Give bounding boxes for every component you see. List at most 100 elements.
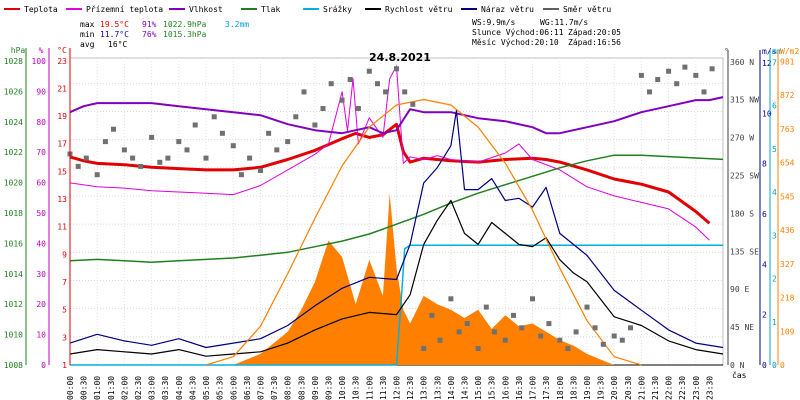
stat-min-label: min (80, 30, 95, 39)
direction-point (448, 296, 454, 302)
series-line-vlhkost (69, 96, 724, 135)
direction-point (573, 329, 579, 335)
direction-point (176, 139, 182, 145)
left-tick-label: 1016 (4, 239, 23, 248)
stat-max-label: max (80, 20, 95, 29)
right-tick-label: 545 (780, 192, 795, 201)
direction-point (149, 134, 155, 140)
x-tick-label: 01:00 (93, 376, 102, 400)
left-tick-label: 10 (36, 331, 46, 340)
sun-set: Západ:20:05 (568, 28, 621, 37)
direction-point (693, 72, 699, 78)
stat-min-press: 1015.3hPa (163, 30, 207, 39)
direction-point (682, 64, 688, 70)
legend-label: Náraz větru (481, 5, 534, 14)
left-axis-unit: hPa (11, 46, 26, 55)
left-tick-label: 1026 (4, 87, 23, 96)
moon-set: Západ:16:56 (568, 38, 621, 47)
right-tick-label: 135 SE (730, 247, 759, 256)
x-tick-label: 20:00 (610, 376, 619, 400)
right-tick-label: 7 (772, 58, 777, 67)
direction-point (219, 130, 225, 136)
x-tick-label: 06:30 (243, 376, 252, 400)
x-tick-label: 03:00 (148, 376, 157, 400)
right-tick-label: 1 (772, 318, 777, 327)
x-tick-label: 18:30 (569, 376, 578, 400)
direction-point (247, 155, 253, 161)
x-tick-label: 14:00 (447, 376, 456, 400)
left-tick-label: 100 (32, 57, 47, 66)
left-tick-label: 9 (62, 250, 67, 259)
direction-point (328, 81, 334, 87)
left-tick-label: 60 (36, 179, 46, 188)
series-line-p-zemn-teplota (69, 65, 710, 241)
left-tick-label: 15 (57, 167, 67, 176)
left-tick-label: 1010 (4, 331, 23, 340)
x-tick-label: 09:30 (324, 376, 333, 400)
direction-point (592, 325, 598, 331)
right-tick-label: 218 (780, 294, 795, 303)
x-tick-label: 21:00 (637, 376, 646, 400)
direction-point (94, 172, 100, 178)
direction-point (192, 122, 198, 128)
direction-point (165, 155, 171, 161)
direction-point (301, 89, 307, 95)
right-tick-label: 654 (780, 159, 795, 168)
legend-label: Srážky (323, 5, 352, 14)
solar-fill (233, 193, 615, 365)
left-axis-unit: % (39, 46, 44, 55)
stat-max-press: 1022.9hPa (163, 20, 207, 29)
legend-label: Rychlost větru (385, 5, 453, 14)
x-tick-label: 18:00 (556, 376, 565, 400)
right-axis-unit: mm (772, 47, 782, 56)
direction-point (410, 101, 416, 107)
direction-point (83, 155, 89, 161)
x-tick-label: 15:00 (474, 376, 483, 400)
series-line-sr-ky (70, 244, 723, 366)
left-tick-label: 5 (62, 306, 67, 315)
direction-point (701, 89, 707, 95)
left-tick-label: 7 (62, 278, 67, 287)
direction-point (475, 346, 481, 351)
info-block: WS:9.9m/s WG:11.7m/s Slunce Východ:06:11… (472, 18, 621, 47)
x-tick-label: 10:30 (352, 376, 361, 400)
x-tick-label: 11:30 (379, 376, 388, 400)
left-tick-label: 1022 (4, 148, 23, 157)
right-tick-label: 12 (762, 59, 772, 68)
direction-point (402, 89, 408, 95)
left-tick-label: 1012 (4, 300, 23, 309)
moon-rise: Měsíc Východ:20:10 (472, 38, 559, 47)
direction-point (266, 130, 272, 136)
left-tick-label: 19 (57, 112, 67, 121)
direction-point (121, 147, 127, 153)
x-tick-label: 02:30 (134, 376, 143, 400)
right-tick-label: 5 (772, 145, 777, 154)
direction-point (293, 114, 299, 120)
right-tick-label: 180 S (730, 209, 754, 218)
direction-point (709, 66, 715, 72)
x-axis-unit: čas (732, 370, 747, 380)
stat-min-temp: 11.7°C (100, 30, 129, 39)
x-tick-label: 16:30 (515, 376, 524, 400)
direction-point (655, 77, 661, 82)
sun-rise: Slunce Východ:06:11 (472, 28, 564, 37)
left-tick-label: 70 (36, 148, 46, 157)
direction-point (519, 325, 525, 331)
x-tick-label: 19:30 (597, 376, 606, 400)
direction-point (666, 68, 672, 74)
direction-point (111, 126, 116, 132)
x-tick-label: 22:00 (665, 376, 674, 400)
wind-gust-max: WG:11.7m/s (540, 18, 588, 27)
left-tick-label: 1018 (4, 209, 23, 218)
wind-direction-points (67, 64, 715, 351)
series-lines (69, 65, 724, 366)
direction-point (421, 346, 427, 351)
direction-point (511, 312, 516, 318)
right-tick-label: 4 (762, 260, 767, 269)
direction-point (339, 97, 345, 103)
x-tick-label: 07:30 (270, 376, 279, 400)
stat-avg-temp: 16°C (108, 40, 127, 49)
left-tick-label: 30 (36, 270, 46, 279)
left-tick-label: 90 (36, 87, 46, 96)
